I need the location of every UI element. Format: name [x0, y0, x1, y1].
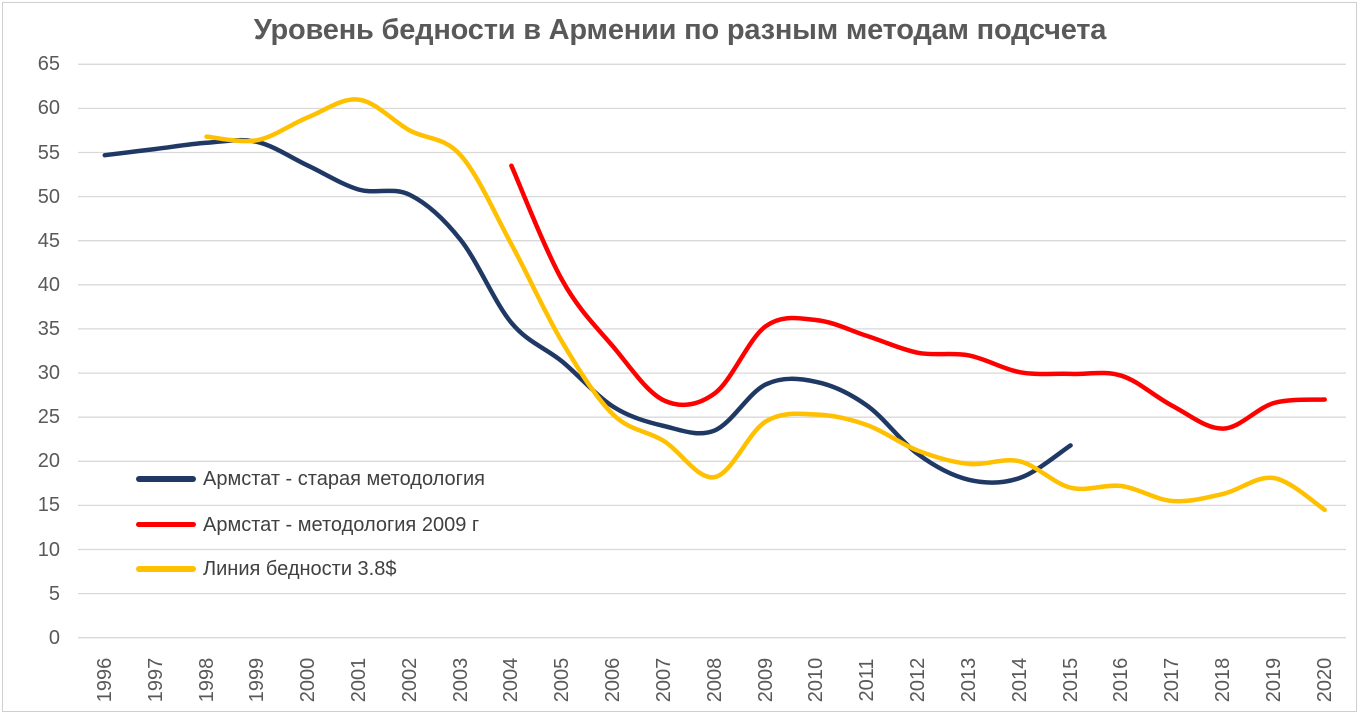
y-tick-label: 0 — [48, 626, 60, 649]
y-tick-label: 30 — [37, 362, 60, 385]
x-tick-label: 2020 — [1313, 657, 1336, 703]
x-tick-label: 2018 — [1212, 657, 1235, 703]
series-line-1 — [509, 163, 1327, 431]
x-tick-label: 2011 — [856, 658, 879, 702]
x-tick-label: 1998 — [195, 657, 218, 703]
x-tick-label: 2017 — [1161, 657, 1184, 703]
x-tick-label: 2003 — [449, 657, 472, 703]
y-tick-label: 10 — [37, 538, 60, 561]
y-tick-label: 65 — [37, 53, 60, 76]
x-tick-label: 2012 — [907, 657, 930, 703]
chart-border — [2, 2, 1357, 712]
x-tick-label: 2002 — [398, 657, 421, 703]
chart-title: Уровень бедности в Армении по разным мет… — [253, 14, 1107, 46]
x-tick-label: 2019 — [1262, 657, 1285, 703]
x-tick-label: 2007 — [652, 657, 675, 703]
x-tick-label: 2006 — [602, 657, 625, 703]
y-tick-label: 15 — [37, 494, 60, 517]
x-tick-label: 1997 — [144, 657, 167, 703]
legend-swatch-armstat-old — [136, 476, 196, 482]
x-tick-label: 2004 — [500, 657, 523, 703]
gridlines — [78, 63, 1346, 639]
y-tick-label: 5 — [48, 582, 60, 605]
y-tick-label: 35 — [37, 317, 60, 340]
x-tick-label: 2001 — [347, 657, 370, 703]
x-tick-label: 2016 — [1110, 657, 1133, 703]
x-tick-label: 2000 — [297, 657, 320, 703]
y-tick-label: 45 — [37, 229, 60, 252]
y-tick-label: 50 — [37, 185, 60, 208]
series-line-0 — [102, 137, 1073, 485]
x-tick-label: 2015 — [1059, 657, 1082, 703]
x-tick-label: 2013 — [957, 657, 980, 703]
series-line-2 — [204, 97, 1327, 513]
legend-label-poverty-line: Линия бедности 3.8$ — [203, 558, 397, 580]
y-tick-label: 20 — [37, 450, 60, 473]
legend-label-armstat-old: Армстат - старая методология — [203, 468, 485, 490]
y-tick-label: 40 — [37, 273, 60, 296]
x-tick-label: 2008 — [703, 657, 726, 703]
legend-label-armstat-2009: Армстат - методология 2009 г — [203, 513, 480, 536]
legend-item-poverty-line: Линия бедности 3.8$ — [136, 558, 396, 580]
legend-swatch-armstat-2009 — [136, 521, 196, 528]
legend-swatch-poverty-line — [136, 566, 196, 572]
y-tick-label: 25 — [37, 406, 60, 429]
legend-item-armstat-old: Армстат - старая методология — [136, 468, 485, 490]
x-tick-label: 1996 — [93, 657, 116, 703]
y-tick-label: 55 — [37, 141, 60, 164]
x-tick-label: 2010 — [805, 657, 828, 703]
series-curves — [102, 97, 1327, 513]
x-tick-label: 2009 — [754, 657, 777, 703]
x-tick-label: 1999 — [246, 657, 269, 703]
x-tick-label: 2014 — [1008, 657, 1031, 703]
legend-item-armstat-2009: Армстат - методология 2009 г — [136, 514, 479, 536]
y-tick-label: 60 — [37, 97, 60, 120]
x-tick-label: 2005 — [551, 657, 574, 703]
